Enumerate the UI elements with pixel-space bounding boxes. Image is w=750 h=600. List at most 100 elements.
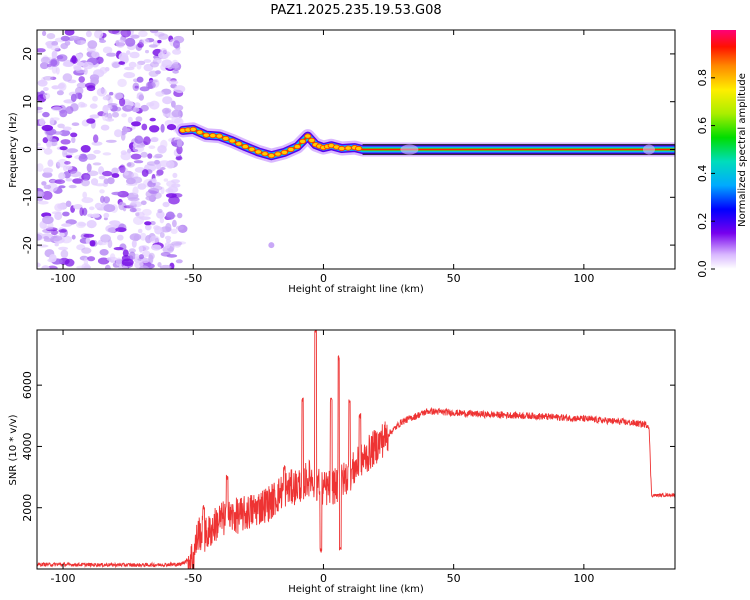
noise-blob [133,160,144,164]
noise-blob [159,217,165,224]
noise-blob [120,56,129,62]
noise-blob [114,129,123,138]
noise-blob [78,76,85,83]
noise-blob [161,59,173,68]
signal-bead [304,133,312,139]
noise-blob [128,197,140,202]
signal-bead [274,151,282,157]
noise-blob [141,250,151,258]
signal-bead [344,145,352,151]
x-tick-label: -100 [51,272,76,285]
noise-blob [171,193,183,198]
noise-blob [121,113,127,118]
noise-blob [58,185,66,189]
noise-blob [99,39,107,43]
y-tick-label: 2000 [21,494,34,522]
noise-blob [131,121,141,127]
noise-blob [37,196,44,202]
signal-beads [179,126,363,159]
noise-blob [74,92,83,99]
noise-blob [68,184,77,189]
spectrogram-x-label: Height of straight line (km) [288,284,424,295]
noise-blob [42,30,47,36]
noise-blob [51,50,58,57]
signal-bead [209,133,217,139]
noise-blob [140,200,147,206]
noise-blob [76,221,86,229]
noise-blob [138,245,144,253]
noise-blob [70,93,77,102]
colorbar-gradient [711,30,736,269]
noise-blob [111,173,120,178]
noise-blob [127,148,132,154]
noise-blob [154,159,160,165]
noise-blob [122,125,128,135]
noise-blob [51,41,59,46]
noise-blob [60,139,71,145]
noise-blob [86,85,96,92]
noise-blob [91,141,103,146]
noise-blob [70,132,78,138]
noise-blob [107,239,113,249]
signal-smear [400,144,419,155]
noise-blob [81,179,90,187]
colorbar: 0.0 0.2 0.4 0.6 0.8 Normalized spectral ampl… [696,30,748,278]
noise-blob [168,196,180,205]
noise-blob [160,48,168,55]
noise-blob [40,62,49,70]
noise-blob [151,244,162,251]
noise-blob [57,158,69,168]
noise-blob [127,116,133,124]
noise-blob [152,185,163,191]
noise-blob [160,167,166,170]
noise-blob [147,153,153,159]
spectrogram-y-ticks: -20 -10 0 10 20 [21,47,675,254]
noise-blob [137,183,147,190]
noise-blob [162,201,170,208]
spectrogram-y-label: Frequency (Hz) [8,112,19,188]
noise-blob [105,139,117,143]
noise-blob [89,103,98,109]
noise-blob [90,178,99,186]
noise-blob [110,253,116,261]
noise-blob [130,200,137,205]
noise-blob [102,46,113,54]
noise-blob [42,92,51,100]
noise-blob [162,96,173,105]
noise-blob [54,242,59,247]
noise-blob [42,137,49,144]
noise-blob [138,30,148,37]
noise-blob [161,107,172,114]
signal-bead [354,145,363,152]
noise-blob [89,206,95,211]
noise-blob [42,171,53,178]
noise-blob [94,202,102,209]
noise-blob [41,265,50,269]
noise-blob [135,116,143,122]
noise-blob [158,160,171,168]
noise-blob [62,149,68,158]
noise-blob [103,212,110,218]
colorbar-ticks: 0.0 0.2 0.4 0.6 0.8 [696,69,715,278]
noise-blob [117,234,124,241]
noise-blob [37,106,43,111]
noise-blob [140,257,150,264]
noise-blob [100,124,110,131]
noise-blob [41,181,47,186]
noise-blob [73,66,82,71]
x-tick-label: 50 [447,572,461,585]
signal-bead [196,129,204,135]
noise-blob [92,162,102,166]
noise-blob [43,148,53,155]
noise-blob [172,219,177,228]
noise-blob [145,235,152,244]
noise-blob [160,123,165,133]
noise-blob [172,70,179,74]
noise-blob [59,129,71,137]
noise-blob [103,178,110,185]
noise-blob [128,248,136,253]
noise-blob [164,242,171,249]
noise-blob [50,235,63,242]
noise-blob [51,85,60,90]
noise-blob [42,190,53,200]
